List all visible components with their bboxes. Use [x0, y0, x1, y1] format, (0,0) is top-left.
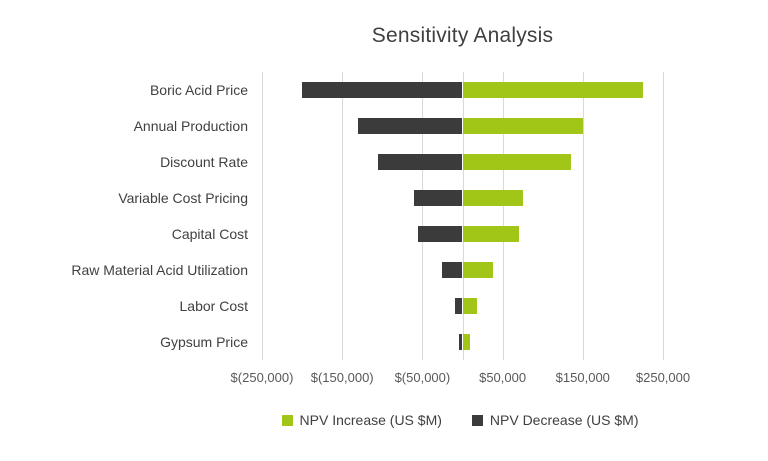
- gridline: [422, 72, 424, 360]
- npv-decrease-bar: [418, 226, 463, 242]
- category-label: Discount Rate: [160, 154, 248, 170]
- x-axis-tick-label: $150,000: [555, 370, 610, 385]
- npv-increase-bar: [462, 298, 477, 314]
- legend-swatch-increase-icon: [281, 414, 293, 426]
- chart-row: [262, 216, 663, 252]
- x-axis-tick-label: $(250,000): [230, 370, 294, 385]
- npv-decrease-bar: [378, 154, 463, 170]
- npv-decrease-bar: [302, 82, 463, 98]
- x-axis-tick-label: $250,000: [635, 370, 691, 385]
- x-axis-tick-label: $50,000: [479, 370, 527, 385]
- npv-decrease-bar: [442, 262, 463, 278]
- category-label: Gypsum Price: [160, 334, 248, 350]
- chart-body: Boric Acid Price Annual Production Discoun…: [0, 72, 664, 360]
- npv-increase-bar: [462, 154, 571, 170]
- category-label: Raw Material Acid Utilization: [71, 262, 248, 278]
- legend-label-increase: NPV Increase (US $M): [299, 412, 442, 428]
- chart-row: [262, 72, 663, 108]
- chart-row: [262, 324, 663, 360]
- legend: NPV Increase (US $M) NPV Decrease (US $M…: [180, 412, 740, 428]
- gridline: [342, 72, 344, 360]
- gridline: [663, 72, 664, 360]
- chart-row: [262, 288, 663, 324]
- npv-decrease-bar: [414, 190, 463, 206]
- npv-decrease-bar: [459, 334, 463, 350]
- plot-area: [262, 72, 664, 360]
- npv-increase-bar: [462, 262, 493, 278]
- legend-item-decrease: NPV Decrease (US $M): [471, 412, 639, 428]
- x-axis-tick-label: $(150,000): [310, 370, 374, 385]
- npv-decrease-bar: [358, 118, 463, 134]
- category-label: Boric Acid Price: [149, 82, 248, 98]
- plot-rows: [262, 72, 663, 360]
- npv-increase-bar: [462, 82, 643, 98]
- npv-increase-bar: [462, 190, 523, 206]
- chart-row: [262, 180, 663, 216]
- category-label: Labor Cost: [179, 298, 248, 314]
- x-axis-tick-label: $(50,000): [394, 370, 451, 385]
- x-axis-labels: $(250,000) $(150,000) $(50,000) $50,000 $150…: [231, 370, 691, 388]
- legend-swatch-decrease-icon: [471, 414, 483, 426]
- gridline: [502, 72, 504, 360]
- npv-decrease-bar: [455, 298, 463, 314]
- legend-item-increase: NPV Increase (US $M): [281, 412, 442, 428]
- gridline: [462, 72, 464, 360]
- npv-increase-bar: [462, 334, 470, 350]
- category-label: Capital Cost: [171, 226, 248, 242]
- legend-label-decrease: NPV Decrease (US $M): [489, 412, 639, 428]
- gridline: [582, 72, 584, 360]
- npv-increase-bar: [462, 226, 519, 242]
- category-labels: Boric Acid Price Annual Production Discoun…: [0, 72, 262, 360]
- category-label: Annual Production: [133, 118, 248, 134]
- chart-row: [262, 144, 663, 180]
- gridline: [262, 72, 263, 360]
- npv-increase-bar: [462, 118, 583, 134]
- chart-row: [262, 252, 663, 288]
- category-label: Variable Cost Pricing: [118, 190, 248, 206]
- chart-title: Sensitivity Analysis: [371, 24, 554, 47]
- chart-row: [262, 108, 663, 144]
